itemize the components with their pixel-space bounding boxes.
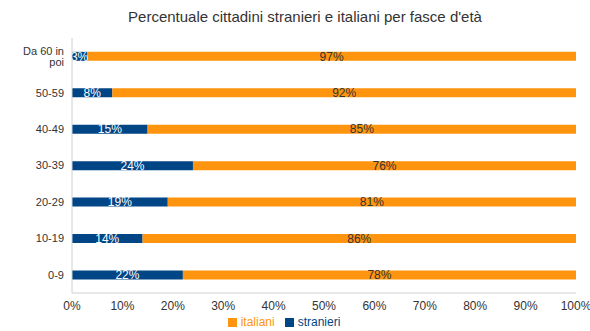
svg-text:70%: 70% [413, 299, 437, 313]
svg-text:30%: 30% [211, 299, 235, 313]
svg-text:97%: 97% [320, 50, 344, 64]
svg-text:60%: 60% [362, 299, 386, 313]
svg-text:10%: 10% [110, 299, 134, 313]
svg-text:22%: 22% [115, 268, 139, 282]
svg-text:24%: 24% [120, 159, 144, 173]
svg-text:80%: 80% [463, 299, 487, 313]
html-text:italiani: italiani [240, 315, 275, 329]
svg-text:15%: 15% [98, 122, 122, 136]
svg-text:0%: 0% [63, 299, 81, 313]
svg-text:20-29: 20-29 [36, 196, 64, 208]
html-text:Percentuale cittadini stranier: Percentuale cittadini stranieri e italia… [128, 8, 482, 25]
svg-text:0-9: 0-9 [48, 269, 64, 281]
svg-text:Da 60 inpoi: Da 60 inpoi [23, 45, 64, 68]
svg-text:92%: 92% [332, 86, 356, 100]
svg-text:90%: 90% [514, 299, 538, 313]
svg-text:40-49: 40-49 [36, 123, 64, 135]
html-text:stranieri: stranieri [297, 315, 341, 329]
svg-text:86%: 86% [347, 232, 371, 246]
svg-text:30-39: 30-39 [36, 159, 64, 171]
svg-text:40%: 40% [262, 299, 286, 313]
svg-text:10-19: 10-19 [36, 232, 64, 244]
svg-text:20%: 20% [161, 299, 185, 313]
svg-text:50-59: 50-59 [36, 87, 64, 99]
svg-text:85%: 85% [350, 122, 374, 136]
svg-text:81%: 81% [360, 195, 384, 209]
svg-text:50%: 50% [312, 299, 336, 313]
svg-text:3%: 3% [71, 50, 89, 64]
svg-text:19%: 19% [108, 195, 132, 209]
svg-text:76%: 76% [372, 159, 396, 173]
svg-text:100%: 100% [561, 299, 582, 313]
svg-text:78%: 78% [367, 268, 391, 282]
svg-text:14%: 14% [95, 232, 119, 246]
svg-text:8%: 8% [83, 86, 101, 100]
